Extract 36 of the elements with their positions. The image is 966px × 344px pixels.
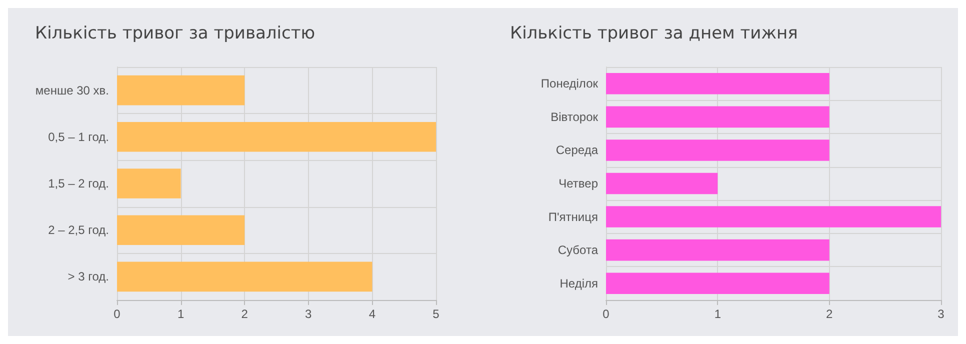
y-tick-label: > 3 год. bbox=[68, 270, 109, 284]
bar bbox=[117, 122, 436, 152]
x-tick-label: 3 bbox=[305, 307, 312, 321]
chart-title: Кількість тривог за тривалістю bbox=[35, 24, 316, 44]
x-tick-label: 3 bbox=[938, 307, 945, 321]
y-tick-label: Неділя bbox=[560, 276, 598, 290]
y-tick-label: Понеділок bbox=[540, 76, 599, 91]
x-tick-label: 1 bbox=[714, 307, 722, 321]
bar bbox=[606, 72, 830, 94]
bar bbox=[117, 262, 372, 292]
bar bbox=[606, 206, 941, 228]
y-tick-label: 2 – 2,5 год. bbox=[48, 223, 109, 238]
chart-title: Кількість тривог за днем тижня bbox=[510, 24, 798, 44]
bar bbox=[606, 106, 830, 128]
x-tick-label: 0 bbox=[114, 307, 121, 321]
bar bbox=[117, 168, 181, 198]
y-tick-label: Четвер bbox=[558, 176, 598, 190]
y-tick-label: Середа bbox=[556, 143, 598, 158]
bar bbox=[117, 215, 245, 246]
x-tick-label: 2 bbox=[826, 307, 833, 321]
bar bbox=[606, 239, 830, 261]
y-tick-label: Вівторок bbox=[550, 110, 599, 124]
y-tick-label: 1,5 – 2 год. bbox=[48, 176, 109, 190]
bar bbox=[117, 75, 245, 106]
bar bbox=[606, 140, 830, 161]
x-tick-label: 2 bbox=[241, 307, 248, 321]
bar bbox=[606, 272, 830, 294]
x-tick-label: 5 bbox=[432, 307, 440, 321]
x-tick-label: 4 bbox=[368, 307, 376, 321]
x-tick-label: 1 bbox=[177, 307, 184, 321]
y-tick-label: П'ятниця bbox=[548, 210, 598, 224]
y-tick-label: менше 30 хв. bbox=[35, 83, 109, 98]
y-tick-label: Субота bbox=[558, 243, 598, 258]
x-tick-label: 0 bbox=[602, 307, 610, 321]
bar bbox=[606, 172, 718, 194]
y-tick-label: 0,5 – 1 год. bbox=[48, 130, 109, 144]
